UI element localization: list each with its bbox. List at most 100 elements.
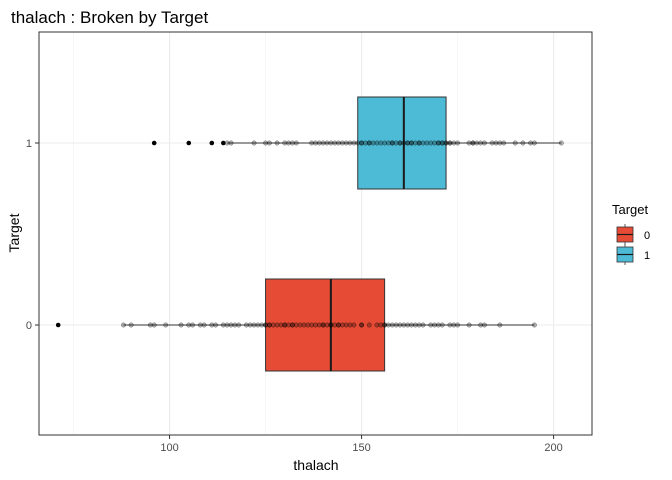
- data-point: [520, 140, 526, 146]
- data-point: [412, 322, 418, 328]
- plot-panel: [38, 31, 593, 436]
- x-tick-label: 200: [544, 442, 562, 454]
- data-point: [274, 140, 280, 146]
- data-point: [324, 140, 330, 146]
- data-point: [297, 322, 303, 328]
- outlier-point: [209, 140, 215, 146]
- data-point: [382, 140, 388, 146]
- data-point: [447, 322, 453, 328]
- legend-label: 0: [644, 230, 650, 242]
- data-point: [497, 140, 503, 146]
- outlier-point: [221, 140, 226, 146]
- data-point: [478, 322, 484, 328]
- data-point: [393, 140, 399, 146]
- y-tick-label: 1: [26, 138, 32, 150]
- data-point: [328, 140, 334, 146]
- data-point: [428, 322, 434, 328]
- data-point: [466, 140, 472, 146]
- data-point: [416, 140, 422, 146]
- x-axis-title: thalach: [293, 457, 338, 473]
- data-point: [197, 322, 203, 328]
- box-0: [265, 278, 386, 372]
- data-point: [343, 322, 349, 328]
- data-point: [286, 140, 292, 146]
- x-tick-label: 100: [160, 442, 178, 454]
- data-point: [270, 322, 276, 328]
- y-axis-title: Target: [6, 213, 22, 252]
- data-point: [351, 140, 357, 146]
- x-tick-label: 150: [352, 442, 370, 454]
- data-point: [389, 322, 395, 328]
- data-point: [343, 140, 349, 146]
- data-point: [220, 322, 226, 328]
- data-point: [263, 322, 269, 328]
- data-point: [482, 322, 487, 328]
- data-point: [251, 140, 257, 146]
- data-point: [455, 140, 461, 146]
- data-point: [389, 140, 395, 146]
- data-point: [374, 140, 380, 146]
- data-point: [497, 322, 503, 328]
- data-point: [386, 140, 391, 146]
- data-point: [336, 322, 341, 328]
- data-point: [366, 140, 372, 146]
- data-point: [309, 140, 315, 146]
- data-point: [455, 322, 461, 328]
- data-point: [401, 140, 407, 146]
- data-point: [558, 140, 564, 146]
- data-point: [359, 140, 365, 146]
- data-point: [236, 322, 242, 328]
- data-point: [382, 322, 388, 328]
- data-point: [370, 140, 376, 146]
- data-point: [424, 140, 430, 146]
- data-point: [409, 140, 414, 146]
- data-point: [316, 140, 322, 146]
- plot-background: [39, 32, 592, 435]
- data-point: [493, 140, 499, 146]
- data-point: [128, 322, 134, 328]
- data-point: [232, 322, 238, 328]
- data-point: [443, 140, 449, 146]
- data-point: [259, 322, 265, 328]
- data-point: [432, 140, 437, 146]
- data-point: [278, 322, 284, 328]
- data-point: [209, 322, 215, 328]
- data-point: [320, 140, 326, 146]
- data-point: [147, 322, 153, 328]
- data-point: [266, 322, 272, 328]
- data-point: [290, 140, 295, 146]
- data-point: [489, 140, 495, 146]
- data-point: [163, 322, 169, 328]
- data-point: [501, 140, 507, 146]
- data-point: [351, 322, 357, 328]
- data-point: [290, 322, 295, 328]
- data-point: [474, 140, 480, 146]
- data-point: [366, 322, 372, 328]
- data-point: [274, 322, 280, 328]
- data-point: [478, 140, 484, 146]
- data-point: [282, 322, 288, 328]
- data-point: [332, 140, 338, 146]
- data-point: [401, 322, 407, 328]
- data-point: [324, 322, 330, 328]
- data-point: [332, 322, 338, 328]
- data-point: [347, 140, 353, 146]
- outlier-point: [55, 322, 61, 328]
- data-point: [439, 140, 445, 146]
- legend: Target 0 1: [612, 202, 650, 265]
- data-point: [451, 322, 457, 328]
- data-point: [313, 140, 318, 146]
- data-point: [186, 322, 192, 328]
- data-point: [428, 140, 434, 146]
- data-point: [355, 140, 361, 146]
- data-point: [316, 322, 322, 328]
- data-point: [247, 322, 253, 328]
- data-point: [282, 140, 288, 146]
- data-point: [224, 322, 230, 328]
- data-point: [336, 140, 341, 146]
- data-point: [266, 140, 272, 146]
- data-point: [347, 322, 353, 328]
- box-1: [357, 96, 447, 190]
- data-point: [213, 322, 219, 328]
- data-point: [412, 140, 418, 146]
